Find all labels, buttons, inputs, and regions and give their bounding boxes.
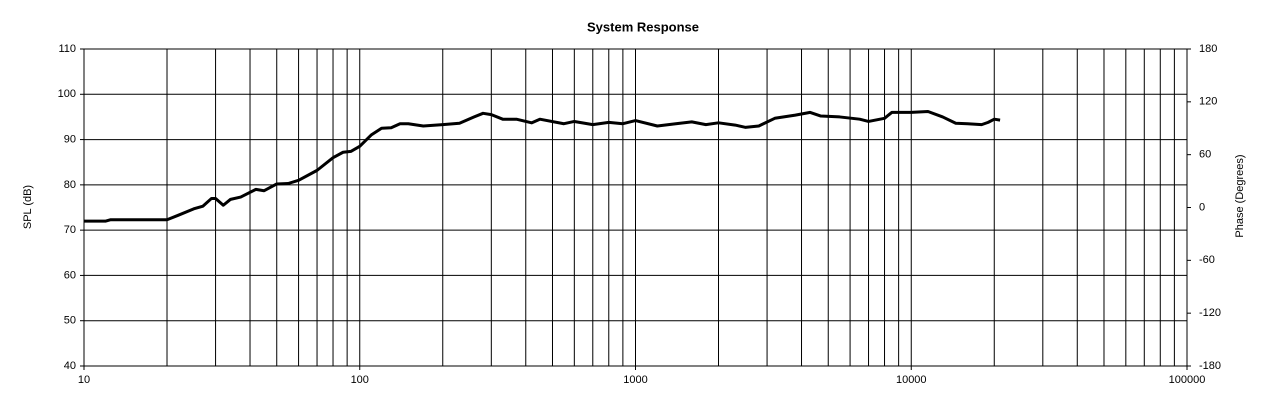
y2-tick-label: -120 bbox=[1199, 307, 1221, 319]
x-tick-label: 100 bbox=[351, 374, 369, 386]
x-tick-label: 10 bbox=[78, 374, 90, 386]
y2-tick-label: 120 bbox=[1199, 96, 1217, 108]
y-tick-label: 70 bbox=[64, 224, 76, 236]
y2-tick-label: -180 bbox=[1199, 360, 1221, 372]
y-tick-label: 60 bbox=[64, 269, 76, 281]
y-axis-label: SPL (dB) bbox=[22, 185, 34, 229]
spl-line bbox=[84, 109, 1001, 223]
x-tick-label: 10000 bbox=[896, 374, 927, 386]
y2-tick-label: -60 bbox=[1199, 254, 1215, 266]
y-tick-label: 90 bbox=[64, 133, 76, 145]
y2-tick-label: 180 bbox=[1199, 43, 1217, 55]
chart-title: System Response bbox=[587, 19, 699, 34]
x-tick-label: 1000 bbox=[623, 374, 647, 386]
y-tick-label: 100 bbox=[58, 88, 76, 100]
y2-tick-label: 60 bbox=[1199, 149, 1211, 161]
y-tick-label: 80 bbox=[64, 179, 76, 191]
y2-axis-label: Phase (Degrees) bbox=[1234, 154, 1246, 237]
y-tick-label: 50 bbox=[64, 315, 76, 327]
y-tick-label: 110 bbox=[58, 43, 76, 55]
y2-tick-label: 0 bbox=[1199, 201, 1205, 213]
y-tick-label: 40 bbox=[64, 360, 76, 372]
x-tick-label: 100000 bbox=[1169, 374, 1206, 386]
